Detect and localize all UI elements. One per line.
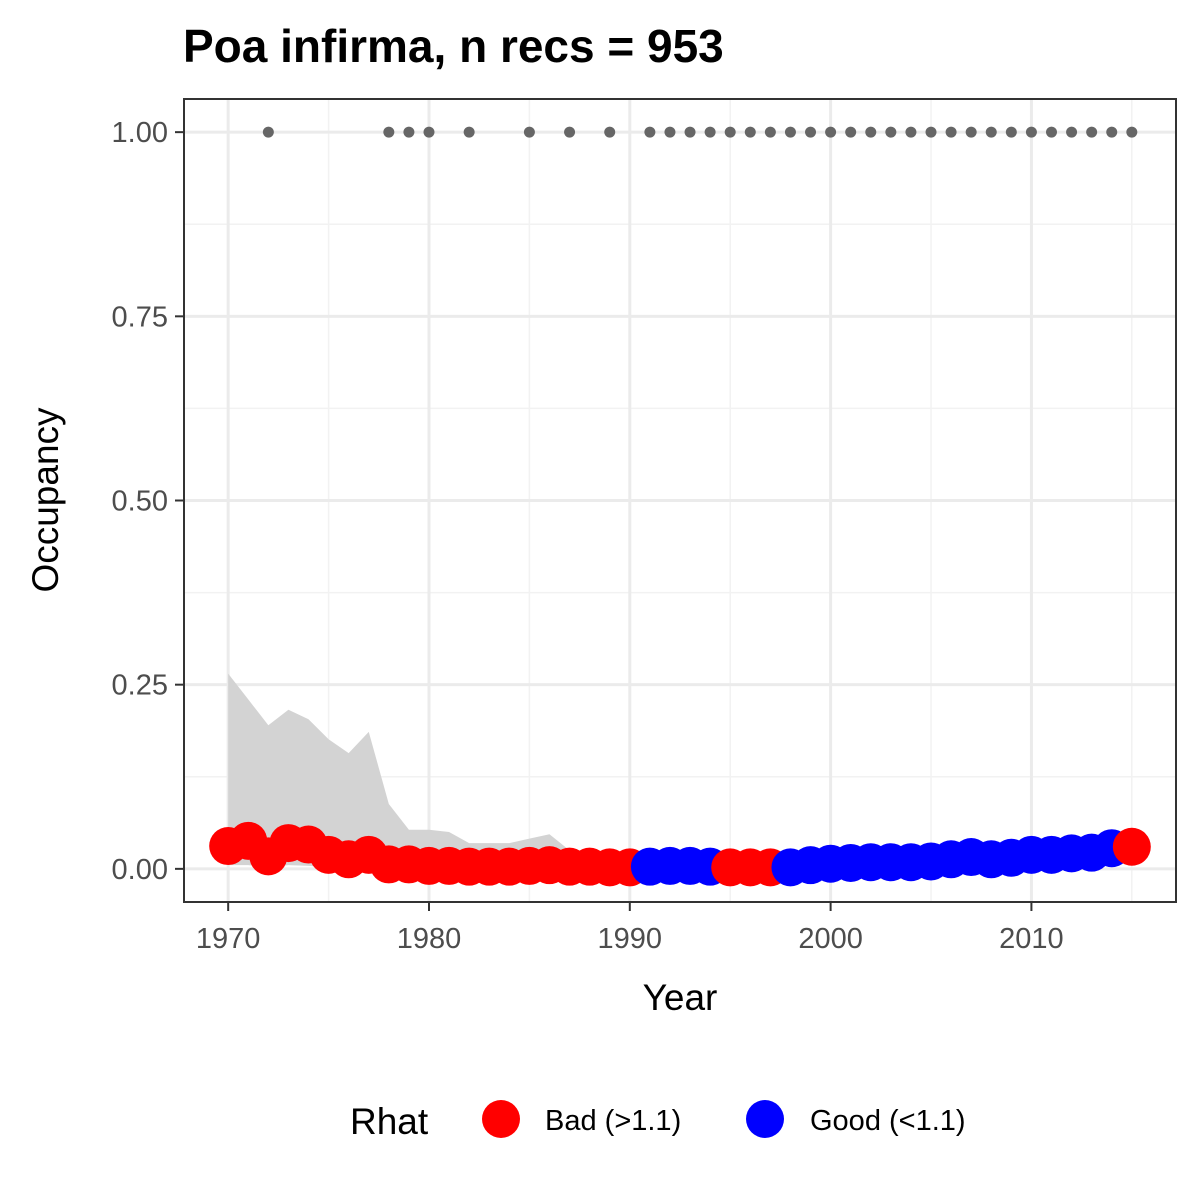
record-point: [1066, 126, 1078, 138]
y-tick-label: 0.75: [112, 301, 168, 333]
legend-label-bad: Bad (>1.1): [545, 1105, 681, 1137]
record-point: [1025, 126, 1037, 138]
record-point: [764, 126, 776, 138]
record-point: [604, 126, 616, 138]
record-point: [985, 126, 997, 138]
confidence-ribbon: [228, 673, 630, 869]
record-point: [403, 126, 415, 138]
y-axis-title: Occupancy: [25, 407, 66, 593]
x-axis: 1970 1980 1990 2000 2010: [196, 902, 1064, 955]
record-point: [383, 126, 395, 138]
record-point: [262, 126, 274, 138]
record-point: [1005, 126, 1017, 138]
legend-title: Rhat: [350, 1101, 429, 1142]
record-point: [925, 126, 937, 138]
record-point: [664, 126, 676, 138]
record-point: [684, 126, 696, 138]
record-point: [423, 126, 435, 138]
legend-key-good: [746, 1100, 784, 1138]
y-tick-label: 1.00: [112, 117, 168, 149]
x-tick-label: 1970: [196, 923, 261, 955]
legend-label-good: Good (<1.1): [810, 1105, 966, 1137]
record-point: [1086, 126, 1098, 138]
x-tick-label: 2000: [798, 923, 863, 955]
record-point: [905, 126, 917, 138]
record-point: [885, 126, 897, 138]
record-point: [744, 126, 756, 138]
y-axis: 0.00 0.25 0.50 0.75 1.00: [112, 117, 184, 886]
y-tick-label: 0.00: [112, 854, 168, 886]
record-point: [1045, 126, 1057, 138]
legend-key-bad: [482, 1100, 520, 1138]
record-point: [845, 126, 857, 138]
x-axis-title: Year: [643, 977, 718, 1018]
record-point: [965, 126, 977, 138]
y-tick-label: 0.25: [112, 670, 168, 702]
x-tick-label: 1980: [397, 923, 462, 955]
record-point: [945, 126, 957, 138]
record-point: [805, 126, 817, 138]
record-point: [1126, 126, 1138, 138]
record-point: [704, 126, 716, 138]
record-point: [523, 126, 535, 138]
x-tick-label: 2010: [999, 923, 1064, 955]
record-point: [644, 126, 656, 138]
record-point: [724, 126, 736, 138]
x-tick-label: 1990: [598, 923, 663, 955]
record-points: [262, 126, 1138, 138]
record-point: [784, 126, 796, 138]
record-point: [1106, 126, 1118, 138]
chart-title: Poa infirma, n recs = 953: [183, 20, 724, 72]
record-point: [564, 126, 576, 138]
y-tick-label: 0.50: [112, 486, 168, 518]
legend: Rhat Bad (>1.1) Good (<1.1): [350, 1100, 966, 1142]
record-point: [865, 126, 877, 138]
bad-rhat-point: [1112, 827, 1151, 866]
occupancy-points: [209, 821, 1151, 887]
record-point: [825, 126, 837, 138]
record-point: [463, 126, 475, 138]
